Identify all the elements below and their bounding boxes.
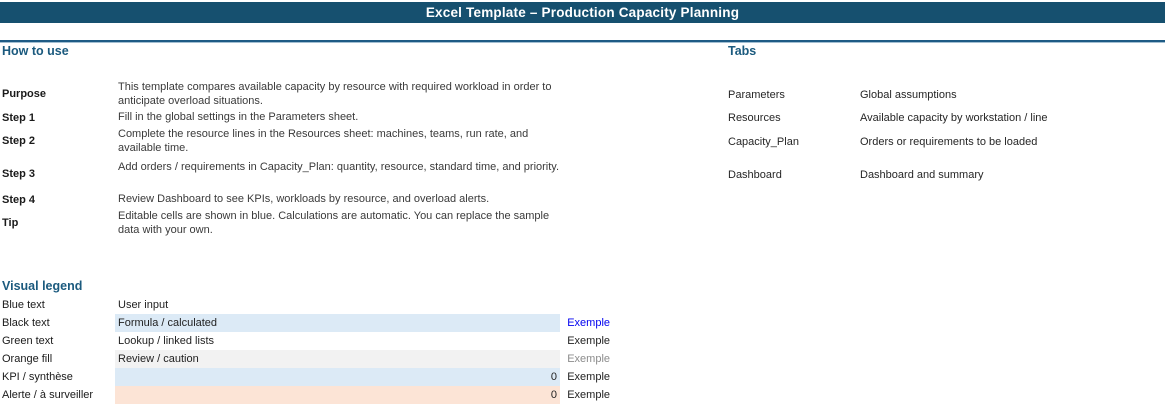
legend-example-cell[interactable]: Exemple [567,389,610,401]
legend-cell-text [115,389,118,401]
tab-description: Global assumptions [860,89,957,101]
row-label: Step 1 [2,111,36,124]
legend-label: KPI / synthèse [2,371,73,383]
row-label: Step 3 [2,168,36,180]
legend-row: KPI / synthèse 0 Exemple [0,368,620,386]
section-divider [0,40,1165,43]
legend-row: Black text Formula / calculated Exemple [0,314,620,332]
legend-label: Green text [2,335,54,347]
legend-cell-kpi[interactable]: 0 [115,368,560,386]
row-label: Tip [2,217,19,229]
row-label: Step 2 [2,135,36,147]
divider-line-light [0,42,1165,43]
legend-cell-text: Review / caution [118,353,199,365]
legend-row: Blue text User input [0,296,620,314]
section-heading-tabs: Tabs [728,44,757,58]
tab-name-capacity-plan: Capacity_Plan [728,136,799,148]
legend-cell-text: User input [118,299,169,311]
howto-row: Tip Editable cells are shown in blue. Ca… [0,209,620,237]
section-heading-how-to-use: How to use [2,44,69,58]
legend-cell-text: Formula / calculated [118,317,218,329]
legend-cell-alert[interactable]: 0 [115,386,560,404]
legend-row: Alerte / à surveiller 0 Exemple [0,386,620,404]
legend-example-cell[interactable]: Exemple [567,335,610,347]
row-text: Add orders / requirements in Capacity_Pl… [118,161,560,173]
row-label: Step 4 [2,193,36,206]
legend-cell-text [115,371,118,383]
row-text: Editable cells are shown in blue. Calcul… [118,210,550,236]
legend-label: Black text [2,317,50,329]
tab-description: Available capacity by workstation / line [860,112,1048,124]
howto-row: Step 2 Complete the resource lines in th… [0,127,620,155]
legend-label: Orange fill [2,353,53,365]
howto-row: Step 3 Add orders / requirements in Capa… [0,160,620,188]
row-text: Fill in the global settings in the Param… [118,111,359,123]
legend-zero-value: 0 [550,389,557,401]
legend-zero-value: 0 [550,371,557,383]
section-heading-visual-legend: Visual legend [2,279,83,293]
page-title: Excel Template – Production Capacity Pla… [425,5,740,20]
row-text: Complete the resource lines in the Resou… [118,128,529,154]
legend-cell[interactable]: User input [115,296,560,314]
title-banner: Excel Template – Production Capacity Pla… [0,2,1165,23]
row-text: Review Dashboard to see KPIs, workloads … [118,193,490,205]
legend-example-cell[interactable] [562,296,610,314]
row-label: Purpose [2,88,47,100]
legend-row: Green text Lookup / linked lists Exemple [0,332,620,350]
legend-row: Orange fill Review / caution Exemple [0,350,620,368]
legend-label: Blue text [2,299,45,311]
legend-example-cell[interactable]: Exemple [567,353,610,365]
legend-cell-text: Lookup / linked lists [118,335,214,347]
tab-name-parameters: Parameters [728,89,785,101]
legend-cell[interactable]: Review / caution [115,350,560,368]
row-text: This template compares available capacit… [118,81,552,107]
legend-example-cell[interactable]: Exemple [567,317,610,329]
legend-label: Alerte / à surveiller [2,389,94,401]
tab-description: Dashboard and summary [860,169,984,181]
divider-line-dark [0,40,1165,42]
tab-name-dashboard: Dashboard [728,169,782,181]
legend-cell[interactable]: Lookup / linked lists [115,332,560,350]
tab-name-resources: Resources [728,112,781,124]
legend-cell[interactable]: Formula / calculated [115,314,560,332]
howto-row: Step 4 Review Dashboard to see KPIs, wor… [0,192,620,207]
tab-description: Orders or requirements to be loaded [860,136,1038,148]
howto-row: Purpose This template compares available… [0,80,620,108]
legend-example-cell[interactable]: Exemple [567,371,610,383]
howto-row: Step 1 Fill in the global settings in th… [0,110,620,125]
